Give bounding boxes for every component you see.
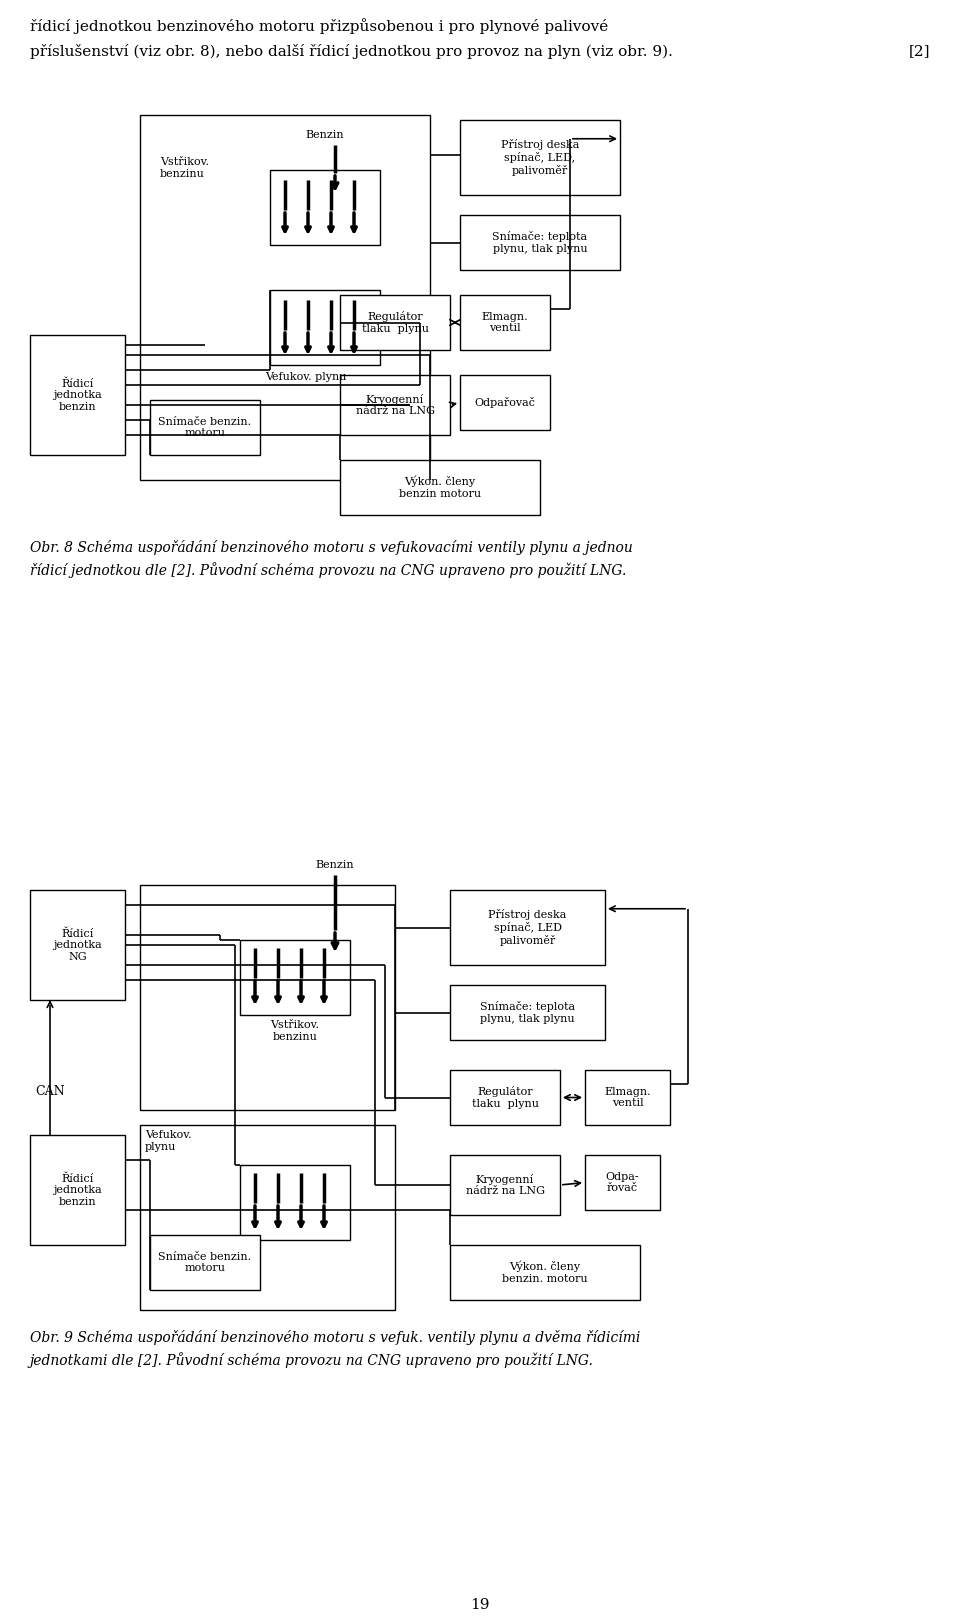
Text: Obr. 8 Schéma uspořádání benzinového motoru s vefukovacími ventily plynu a jedno: Obr. 8 Schéma uspořádání benzinového mot… (30, 540, 633, 555)
Bar (30, 1134, 125, 1245)
Text: řídicí jednotkou benzinového motoru přizpůsobenou i pro plynové palivové: řídicí jednotkou benzinového motoru přiz… (30, 18, 609, 34)
Bar (450, 1156, 560, 1216)
Bar (340, 459, 540, 514)
Bar (340, 295, 450, 351)
Bar (460, 120, 620, 195)
Text: Benzin: Benzin (305, 130, 344, 140)
Text: Regulátor
tlaku  plynu: Regulátor tlaku plynu (362, 312, 428, 334)
Text: Vefukov.
plynu: Vefukov. plynu (145, 1130, 192, 1152)
Bar (150, 399, 260, 454)
Text: Elmagn.
ventil: Elmagn. ventil (604, 1087, 651, 1109)
Bar (30, 889, 125, 1000)
Text: Výkon. členy
benzin. motoru: Výkon. členy benzin. motoru (502, 1261, 588, 1284)
Text: 19: 19 (470, 1599, 490, 1612)
Text: Snímače: teplota
plynu, tlak plynu: Snímače: teplota plynu, tlak plynu (492, 230, 588, 253)
Text: [2]: [2] (908, 44, 930, 58)
Text: Řídicí
jednotka
benzin: Řídicí jednotka benzin (53, 378, 102, 412)
Text: Přístroj deska
spínač, LED
palivoměř: Přístroj deska spínač, LED palivoměř (489, 909, 566, 946)
Bar (270, 170, 380, 245)
Bar (140, 1125, 395, 1310)
Text: Regulátor
tlaku  plynu: Regulátor tlaku plynu (471, 1086, 539, 1109)
Bar (460, 375, 550, 430)
Bar (450, 889, 605, 966)
Text: Vstřikov.
benzinu: Vstřikov. benzinu (160, 157, 209, 179)
Text: Přístroj deska
spínač, LED,
palivoměř: Přístroj deska spínač, LED, palivoměř (501, 140, 579, 175)
Bar (585, 1156, 660, 1211)
Bar (450, 1245, 640, 1300)
Text: CAN: CAN (35, 1086, 64, 1099)
Text: Vstřikov.
benzinu: Vstřikov. benzinu (271, 1019, 320, 1042)
Bar (140, 885, 395, 1110)
Text: Snímače benzin.
motoru: Snímače benzin. motoru (158, 417, 252, 438)
Bar (460, 214, 620, 269)
Bar (240, 1165, 350, 1240)
Text: Snímače: teplota
plynu, tlak plynu: Snímače: teplota plynu, tlak plynu (480, 1001, 575, 1024)
Text: Řídicí
jednotka
NG: Řídicí jednotka NG (53, 928, 102, 962)
Bar (460, 295, 550, 351)
Bar (30, 334, 125, 454)
Bar (270, 291, 380, 365)
Text: Odpa-
řovač: Odpa- řovač (606, 1172, 639, 1193)
Text: Kryogenní
nádrž na LNG: Kryogenní nádrž na LNG (355, 394, 435, 417)
Text: Obr. 9 Schéma uspořádání benzinového motoru s vefuk. ventily plynu a dvěma řídic: Obr. 9 Schéma uspořádání benzinového mot… (30, 1329, 640, 1345)
Text: Elmagn.
ventil: Elmagn. ventil (482, 312, 528, 333)
Text: Benzin: Benzin (316, 860, 354, 870)
Text: Kryogenní
nádrž na LNG: Kryogenní nádrž na LNG (466, 1173, 544, 1196)
Bar (140, 115, 430, 480)
Text: Výkon. členy
benzin motoru: Výkon. členy benzin motoru (399, 476, 481, 498)
Bar (340, 375, 450, 435)
Bar (450, 1070, 560, 1125)
Text: Řídicí
jednotka
benzin: Řídicí jednotka benzin (53, 1173, 102, 1208)
Text: Odpařovač: Odpařovač (474, 398, 536, 407)
Bar (240, 940, 350, 1014)
Bar (585, 1070, 670, 1125)
Text: jednotkami dle [2]. Původní schéma provozu na CNG upraveno pro použití LNG.: jednotkami dle [2]. Původní schéma provo… (30, 1352, 594, 1368)
Text: Vefukov. plynu: Vefukov. plynu (265, 372, 347, 381)
Text: příslušenství (viz obr. 8), nebo další řídicí jednotkou pro provoz na plyn (viz : příslušenství (viz obr. 8), nebo další ř… (30, 44, 673, 58)
Bar (150, 1235, 260, 1290)
Text: Snímače benzin.
motoru: Snímače benzin. motoru (158, 1251, 252, 1274)
Text: řídicí jednotkou dle [2]. Původní schéma provozu na CNG upraveno pro použití LNG: řídicí jednotkou dle [2]. Původní schéma… (30, 562, 626, 578)
Bar (450, 985, 605, 1040)
